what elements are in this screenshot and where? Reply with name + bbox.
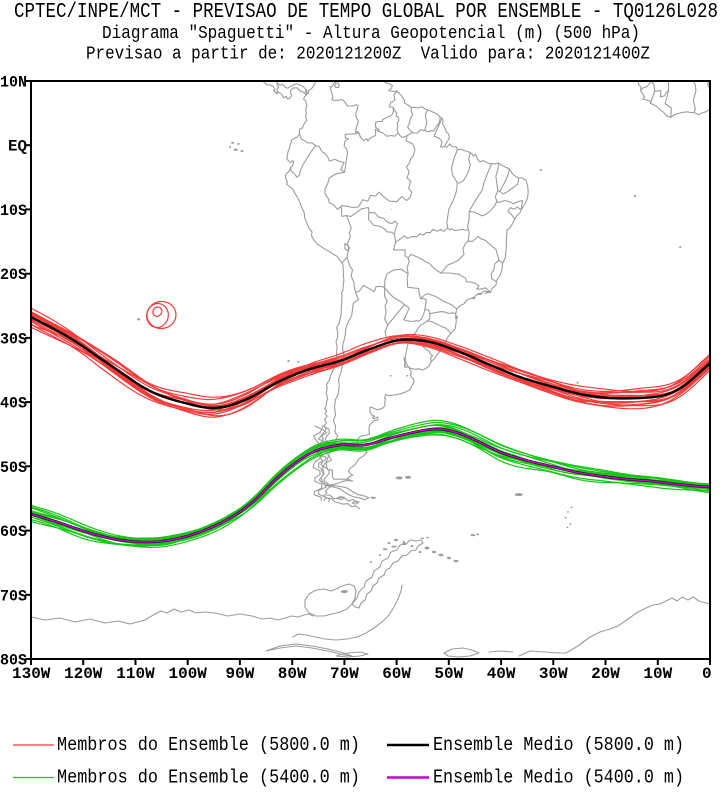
svg-text:130W: 130W	[12, 665, 51, 683]
svg-text:40W: 40W	[487, 665, 516, 683]
svg-text:110W: 110W	[116, 665, 155, 683]
svg-text:20S: 20S	[0, 266, 27, 284]
svg-text:Diagrama "Spaguetti" - Altura: Diagrama "Spaguetti" - Altura Geopotenci…	[102, 24, 640, 44]
svg-text:0: 0	[702, 665, 712, 683]
svg-text:10N: 10N	[0, 74, 27, 92]
svg-text:10S: 10S	[0, 202, 27, 220]
svg-text:70W: 70W	[330, 665, 359, 683]
svg-text:20W: 20W	[591, 665, 620, 683]
svg-text:10W: 10W	[643, 665, 672, 683]
svg-text:80W: 80W	[278, 665, 307, 683]
svg-text:EQ: EQ	[8, 138, 27, 156]
svg-text:40S: 40S	[0, 395, 27, 413]
svg-text:60W: 60W	[382, 665, 411, 683]
svg-text:Ensemble Medio (5800.0 m): Ensemble Medio (5800.0 m)	[433, 734, 684, 756]
svg-text:30W: 30W	[539, 665, 568, 683]
svg-text:CPTEC/INPE/MCT - PREVISAO DE T: CPTEC/INPE/MCT - PREVISAO DE TEMPO GLOBA…	[14, 0, 718, 24]
svg-text:120W: 120W	[64, 665, 103, 683]
svg-text:Ensemble Medio (5400.0 m): Ensemble Medio (5400.0 m)	[433, 767, 684, 789]
svg-text:30S: 30S	[0, 330, 27, 348]
svg-text:50S: 50S	[0, 459, 27, 477]
svg-text:Previsao a partir de: 20201212: Previsao a partir de: 2020121200Z Valido…	[86, 45, 650, 65]
svg-text:90W: 90W	[226, 665, 255, 683]
svg-text:Membros do Ensemble (5800.0 m): Membros do Ensemble (5800.0 m)	[57, 734, 360, 756]
svg-text:60S: 60S	[0, 523, 27, 541]
svg-text:80S: 80S	[0, 652, 27, 670]
svg-text:Membros do Ensemble (5400.0 m): Membros do Ensemble (5400.0 m)	[57, 767, 360, 789]
svg-text:100W: 100W	[169, 665, 208, 683]
svg-text:50W: 50W	[434, 665, 463, 683]
svg-text:70S: 70S	[0, 587, 27, 605]
